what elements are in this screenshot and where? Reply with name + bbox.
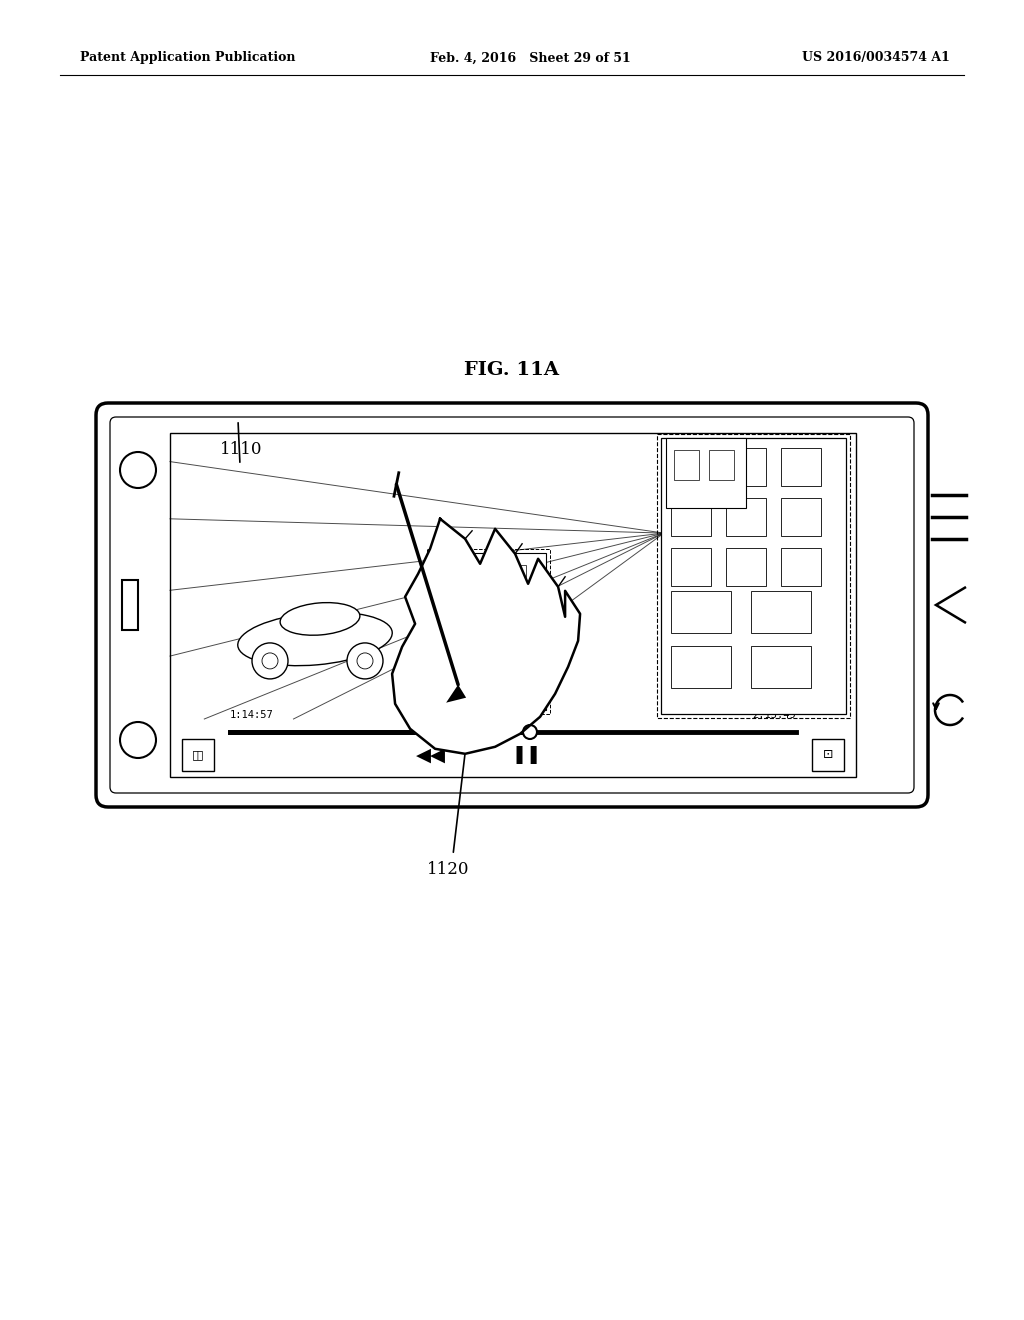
Bar [671, 548, 711, 586]
Circle shape [357, 653, 373, 669]
Polygon shape [446, 685, 466, 702]
Circle shape [347, 643, 383, 678]
Bar [674, 450, 699, 480]
Bar [490, 607, 525, 638]
Bar [726, 498, 766, 536]
Text: ⊡: ⊡ [822, 748, 834, 762]
Bar [182, 739, 214, 771]
FancyBboxPatch shape [110, 417, 914, 793]
Bar [751, 645, 811, 688]
Circle shape [262, 653, 278, 669]
Text: 1:14:57: 1:14:57 [230, 710, 273, 719]
Bar [431, 553, 546, 710]
Bar [440, 565, 476, 595]
Text: 1120: 1120 [427, 862, 469, 879]
Bar [726, 548, 766, 586]
Text: ◀◀: ◀◀ [416, 746, 445, 764]
Bar [671, 498, 711, 536]
Ellipse shape [281, 603, 359, 635]
Polygon shape [392, 519, 581, 754]
Bar [666, 438, 746, 508]
Bar [671, 447, 711, 486]
Bar [122, 579, 138, 630]
Bar [781, 447, 821, 486]
Bar [662, 438, 846, 714]
Bar [751, 591, 811, 634]
Text: ◫: ◫ [193, 748, 204, 762]
Bar [781, 548, 821, 586]
Text: Patent Application Publication: Patent Application Publication [80, 51, 296, 65]
Bar [726, 447, 766, 486]
Circle shape [120, 451, 156, 488]
Bar [709, 450, 734, 480]
Bar [671, 591, 731, 634]
Text: US 2016/0034574 A1: US 2016/0034574 A1 [802, 51, 950, 65]
Circle shape [523, 725, 537, 739]
Bar [671, 645, 731, 688]
Circle shape [120, 722, 156, 758]
Bar [170, 433, 856, 777]
Bar [781, 498, 821, 536]
Bar [812, 739, 844, 771]
Text: FIG. 11A: FIG. 11A [465, 360, 559, 379]
Text: 2:13:49: 2:13:49 [753, 710, 796, 719]
Bar [440, 607, 476, 638]
Bar [427, 549, 550, 714]
Text: 1110: 1110 [220, 441, 262, 458]
Text: Feb. 4, 2016   Sheet 29 of 51: Feb. 4, 2016 Sheet 29 of 51 [430, 51, 631, 65]
Bar [657, 434, 850, 718]
Text: ❚❚: ❚❚ [512, 746, 542, 764]
Bar [490, 565, 525, 595]
FancyBboxPatch shape [96, 403, 928, 807]
Circle shape [252, 643, 288, 678]
Ellipse shape [238, 612, 392, 665]
